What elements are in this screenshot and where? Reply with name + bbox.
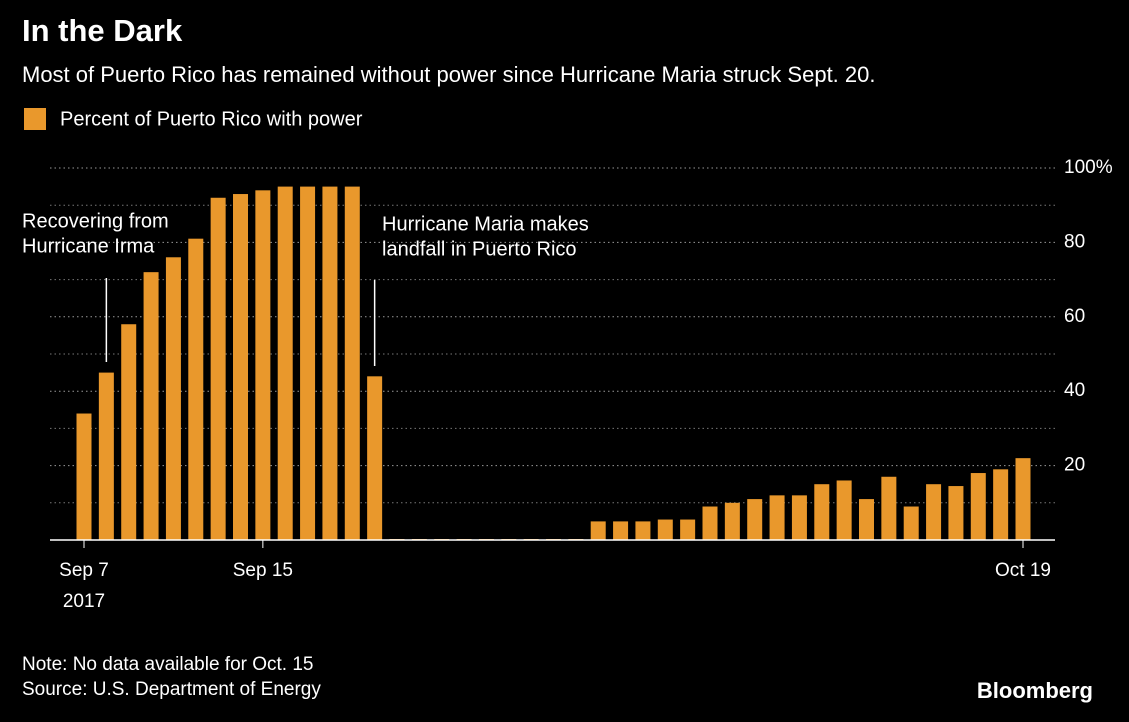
bar	[300, 186, 316, 540]
bar	[836, 480, 852, 540]
bar	[255, 190, 271, 540]
bar	[76, 413, 92, 540]
bar	[322, 186, 338, 540]
bar	[859, 499, 874, 540]
bar	[98, 372, 114, 540]
bar	[814, 484, 830, 540]
bar	[948, 486, 964, 540]
bar	[188, 238, 204, 540]
bar	[143, 272, 159, 540]
bar	[903, 506, 919, 540]
legend-swatch	[24, 108, 46, 130]
bar	[121, 324, 137, 540]
bar	[210, 197, 226, 540]
y-tick-label: 60	[1064, 306, 1085, 327]
note: Note: No data available for Oct. 15	[22, 654, 314, 675]
bar	[657, 519, 673, 540]
annotation: Hurricane Irma	[22, 235, 155, 257]
bar	[993, 469, 1009, 540]
y-tick-label: 40	[1064, 380, 1085, 401]
bar	[590, 521, 606, 540]
x-tick-label: Sep 15	[233, 560, 293, 581]
annotation: Hurricane Maria makes	[382, 213, 589, 235]
y-tick-label: 100%	[1064, 157, 1113, 178]
x-year-label: 2017	[63, 591, 105, 612]
source: Source: U.S. Department of Energy	[22, 679, 321, 700]
bar	[724, 502, 740, 540]
bar	[702, 506, 718, 540]
bar	[277, 186, 293, 540]
y-tick-label: 80	[1064, 231, 1085, 252]
chart-subtitle: Most of Puerto Rico has remained without…	[22, 62, 876, 87]
x-tick-label: Sep 7	[59, 560, 109, 581]
x-tick-label: Oct 19	[995, 560, 1051, 581]
bar	[613, 521, 629, 540]
bar	[233, 194, 248, 541]
bar	[635, 521, 651, 540]
legend-label: Percent of Puerto Rico with power	[60, 108, 363, 130]
bar	[769, 495, 785, 540]
bar	[791, 495, 807, 540]
bar	[881, 476, 897, 540]
bar	[344, 186, 360, 540]
bar	[747, 499, 763, 540]
bar	[970, 473, 986, 540]
bar	[1015, 458, 1031, 540]
bar	[926, 484, 942, 540]
brand: Bloomberg	[977, 678, 1093, 703]
chart-title: In the Dark	[22, 13, 183, 48]
bar	[367, 376, 383, 540]
annotation: landfall in Puerto Rico	[382, 238, 577, 260]
bar	[680, 519, 696, 540]
y-tick-label: 20	[1064, 455, 1085, 476]
bar	[165, 257, 181, 540]
annotation: Recovering from	[22, 210, 169, 232]
